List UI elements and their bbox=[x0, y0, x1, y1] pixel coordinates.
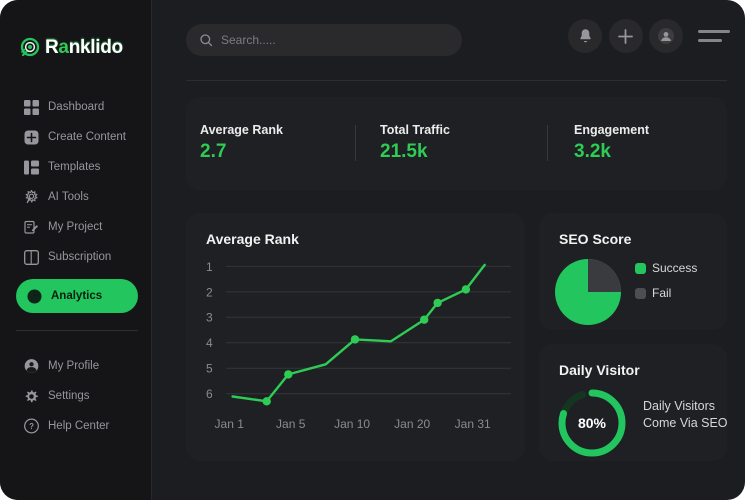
svg-text:5: 5 bbox=[206, 362, 213, 376]
svg-text:80%: 80% bbox=[578, 415, 607, 431]
svg-text:?: ? bbox=[29, 422, 34, 431]
svg-text:1: 1 bbox=[206, 260, 213, 274]
svg-text:Jan 20: Jan 20 bbox=[394, 417, 430, 431]
svg-text:2: 2 bbox=[206, 285, 213, 299]
svg-text:3: 3 bbox=[206, 311, 213, 325]
svg-text:Jan 10: Jan 10 bbox=[334, 417, 370, 431]
svg-text:Jan 31: Jan 31 bbox=[455, 417, 491, 431]
svg-text:Jan 5: Jan 5 bbox=[276, 417, 306, 431]
svg-text:6: 6 bbox=[206, 387, 213, 401]
svg-text:Jan 1: Jan 1 bbox=[215, 417, 245, 431]
svg-text:4: 4 bbox=[206, 336, 213, 350]
